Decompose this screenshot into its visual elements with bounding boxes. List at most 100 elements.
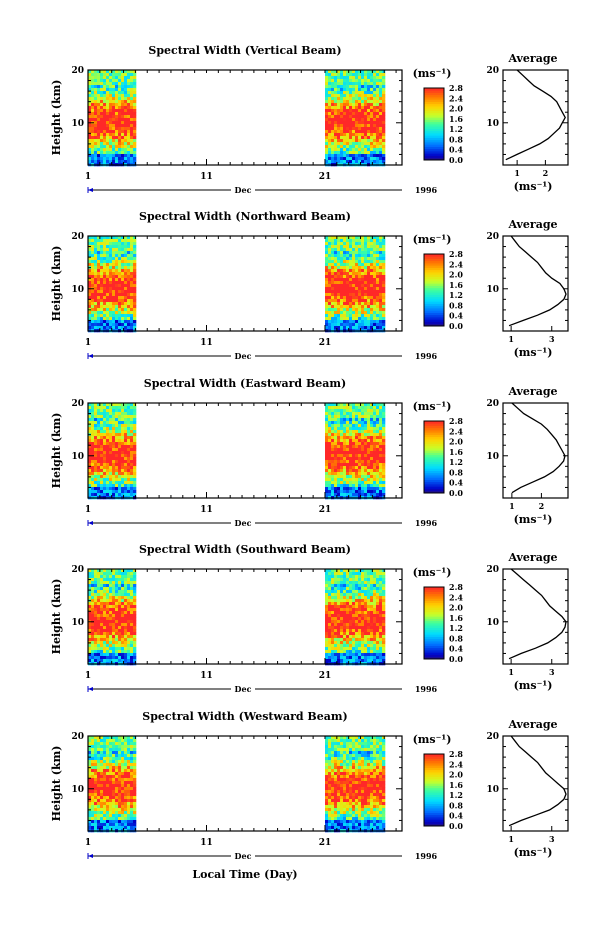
heatmap-cell <box>334 460 338 464</box>
heatmap-cell <box>133 130 137 134</box>
heatmap-cell <box>346 475 350 479</box>
colorbar-segment <box>424 425 444 429</box>
heatmap-cell <box>91 112 95 116</box>
heatmap-cell <box>112 323 116 327</box>
heatmap-cell <box>88 424 92 428</box>
heatmap-cell <box>379 275 383 279</box>
heatmap-cell <box>103 578 107 582</box>
heatmap-cell <box>364 469 368 473</box>
heatmap-cell <box>349 626 353 630</box>
heatmap-cell <box>337 136 341 140</box>
heatmap-cell <box>127 575 131 579</box>
heatmap-cell <box>364 623 368 627</box>
heatmap-cell <box>328 91 332 95</box>
heatmap-cell <box>373 100 377 104</box>
heatmap-cell <box>130 409 134 413</box>
heatmap-cell <box>100 493 104 497</box>
heatmap-cell <box>349 614 353 618</box>
heatmap-cell <box>130 620 134 624</box>
heatmap-cell <box>370 469 374 473</box>
heatmap-cell <box>367 139 371 143</box>
heatmap-cell <box>94 460 98 464</box>
heatmap-cell <box>352 284 356 288</box>
heatmap-cell <box>361 278 365 282</box>
heatmap-cell <box>109 572 113 576</box>
heatmap-cell <box>382 151 386 155</box>
heatmap-cell <box>112 412 116 416</box>
heatmap-cell <box>118 308 122 312</box>
heatmap-cell <box>373 653 377 657</box>
heatmap-cell <box>373 308 377 312</box>
heatmap-cell <box>88 409 92 413</box>
heatmap-cell <box>373 484 377 488</box>
heatmap-cell <box>109 281 113 285</box>
heatmap-cell <box>115 599 119 603</box>
heatmap-cell <box>328 614 332 618</box>
heatmap-cell <box>349 148 353 152</box>
heatmap-cell <box>115 148 119 152</box>
heatmap-cell <box>331 73 335 77</box>
heatmap-cell <box>364 611 368 615</box>
heatmap-cell <box>361 650 365 654</box>
heatmap-cell <box>103 590 107 594</box>
heatmap-cell <box>382 415 386 419</box>
heatmap-cell <box>364 442 368 446</box>
heatmap-cell <box>370 442 374 446</box>
heatmap-cell <box>370 151 374 155</box>
heatmap-cell <box>112 115 116 119</box>
heatmap-cell <box>355 305 359 309</box>
heatmap-cell <box>97 412 101 416</box>
heatmap-cell <box>331 584 335 588</box>
heatmap-cell <box>100 248 104 252</box>
heatmap-cell <box>343 85 347 89</box>
heatmap-cell <box>121 466 125 470</box>
heatmap-cell <box>88 653 92 657</box>
heatmap-cell <box>373 427 377 431</box>
heatmap-cell <box>97 599 101 603</box>
heatmap-cell <box>103 475 107 479</box>
heatmap-cell <box>337 469 341 473</box>
heatmap-cell <box>355 575 359 579</box>
heatmap-cell <box>334 103 338 107</box>
heatmap-cell <box>133 418 137 422</box>
heatmap-cell <box>94 469 98 473</box>
heatmap-cell <box>364 647 368 651</box>
heatmap-cell <box>343 130 347 134</box>
heatmap-cell <box>370 626 374 630</box>
heatmap-cell <box>382 118 386 122</box>
heatmap-cell <box>328 626 332 630</box>
heatmap-cell <box>373 614 377 618</box>
heatmap-cell <box>334 118 338 122</box>
heatmap-cell <box>124 112 128 116</box>
heatmap-cell <box>103 251 107 255</box>
heatmap-cell <box>352 584 356 588</box>
heatmap-cell <box>124 254 128 258</box>
heatmap-cell <box>88 317 92 321</box>
heatmap-cell <box>115 611 119 615</box>
heatmap-cell <box>115 109 119 113</box>
heatmap-cell <box>328 151 332 155</box>
heatmap-cell <box>349 469 353 473</box>
heatmap-cell <box>112 290 116 294</box>
heatmap-cell <box>325 154 329 158</box>
heatmap-cell <box>349 133 353 137</box>
heatmap-cell <box>115 605 119 609</box>
heatmap-cell <box>121 76 125 80</box>
heatmap-cell <box>364 629 368 633</box>
heatmap-cell <box>343 293 347 297</box>
heatmap-cell <box>325 82 329 86</box>
month-label-bg <box>231 518 255 528</box>
heatmap-cell <box>382 484 386 488</box>
heatmap-cell <box>355 403 359 407</box>
heatmap-cell <box>124 76 128 80</box>
heatmap-cell <box>88 275 92 279</box>
heatmap-cell <box>352 103 356 107</box>
heatmap-cell <box>109 581 113 585</box>
heatmap-cell <box>103 278 107 282</box>
heatmap-cell <box>133 94 137 98</box>
heatmap-cell <box>112 575 116 579</box>
heatmap-cell <box>103 236 107 240</box>
heatmap-cell <box>382 85 386 89</box>
heatmap-cell <box>88 644 92 648</box>
heatmap-cell <box>97 484 101 488</box>
